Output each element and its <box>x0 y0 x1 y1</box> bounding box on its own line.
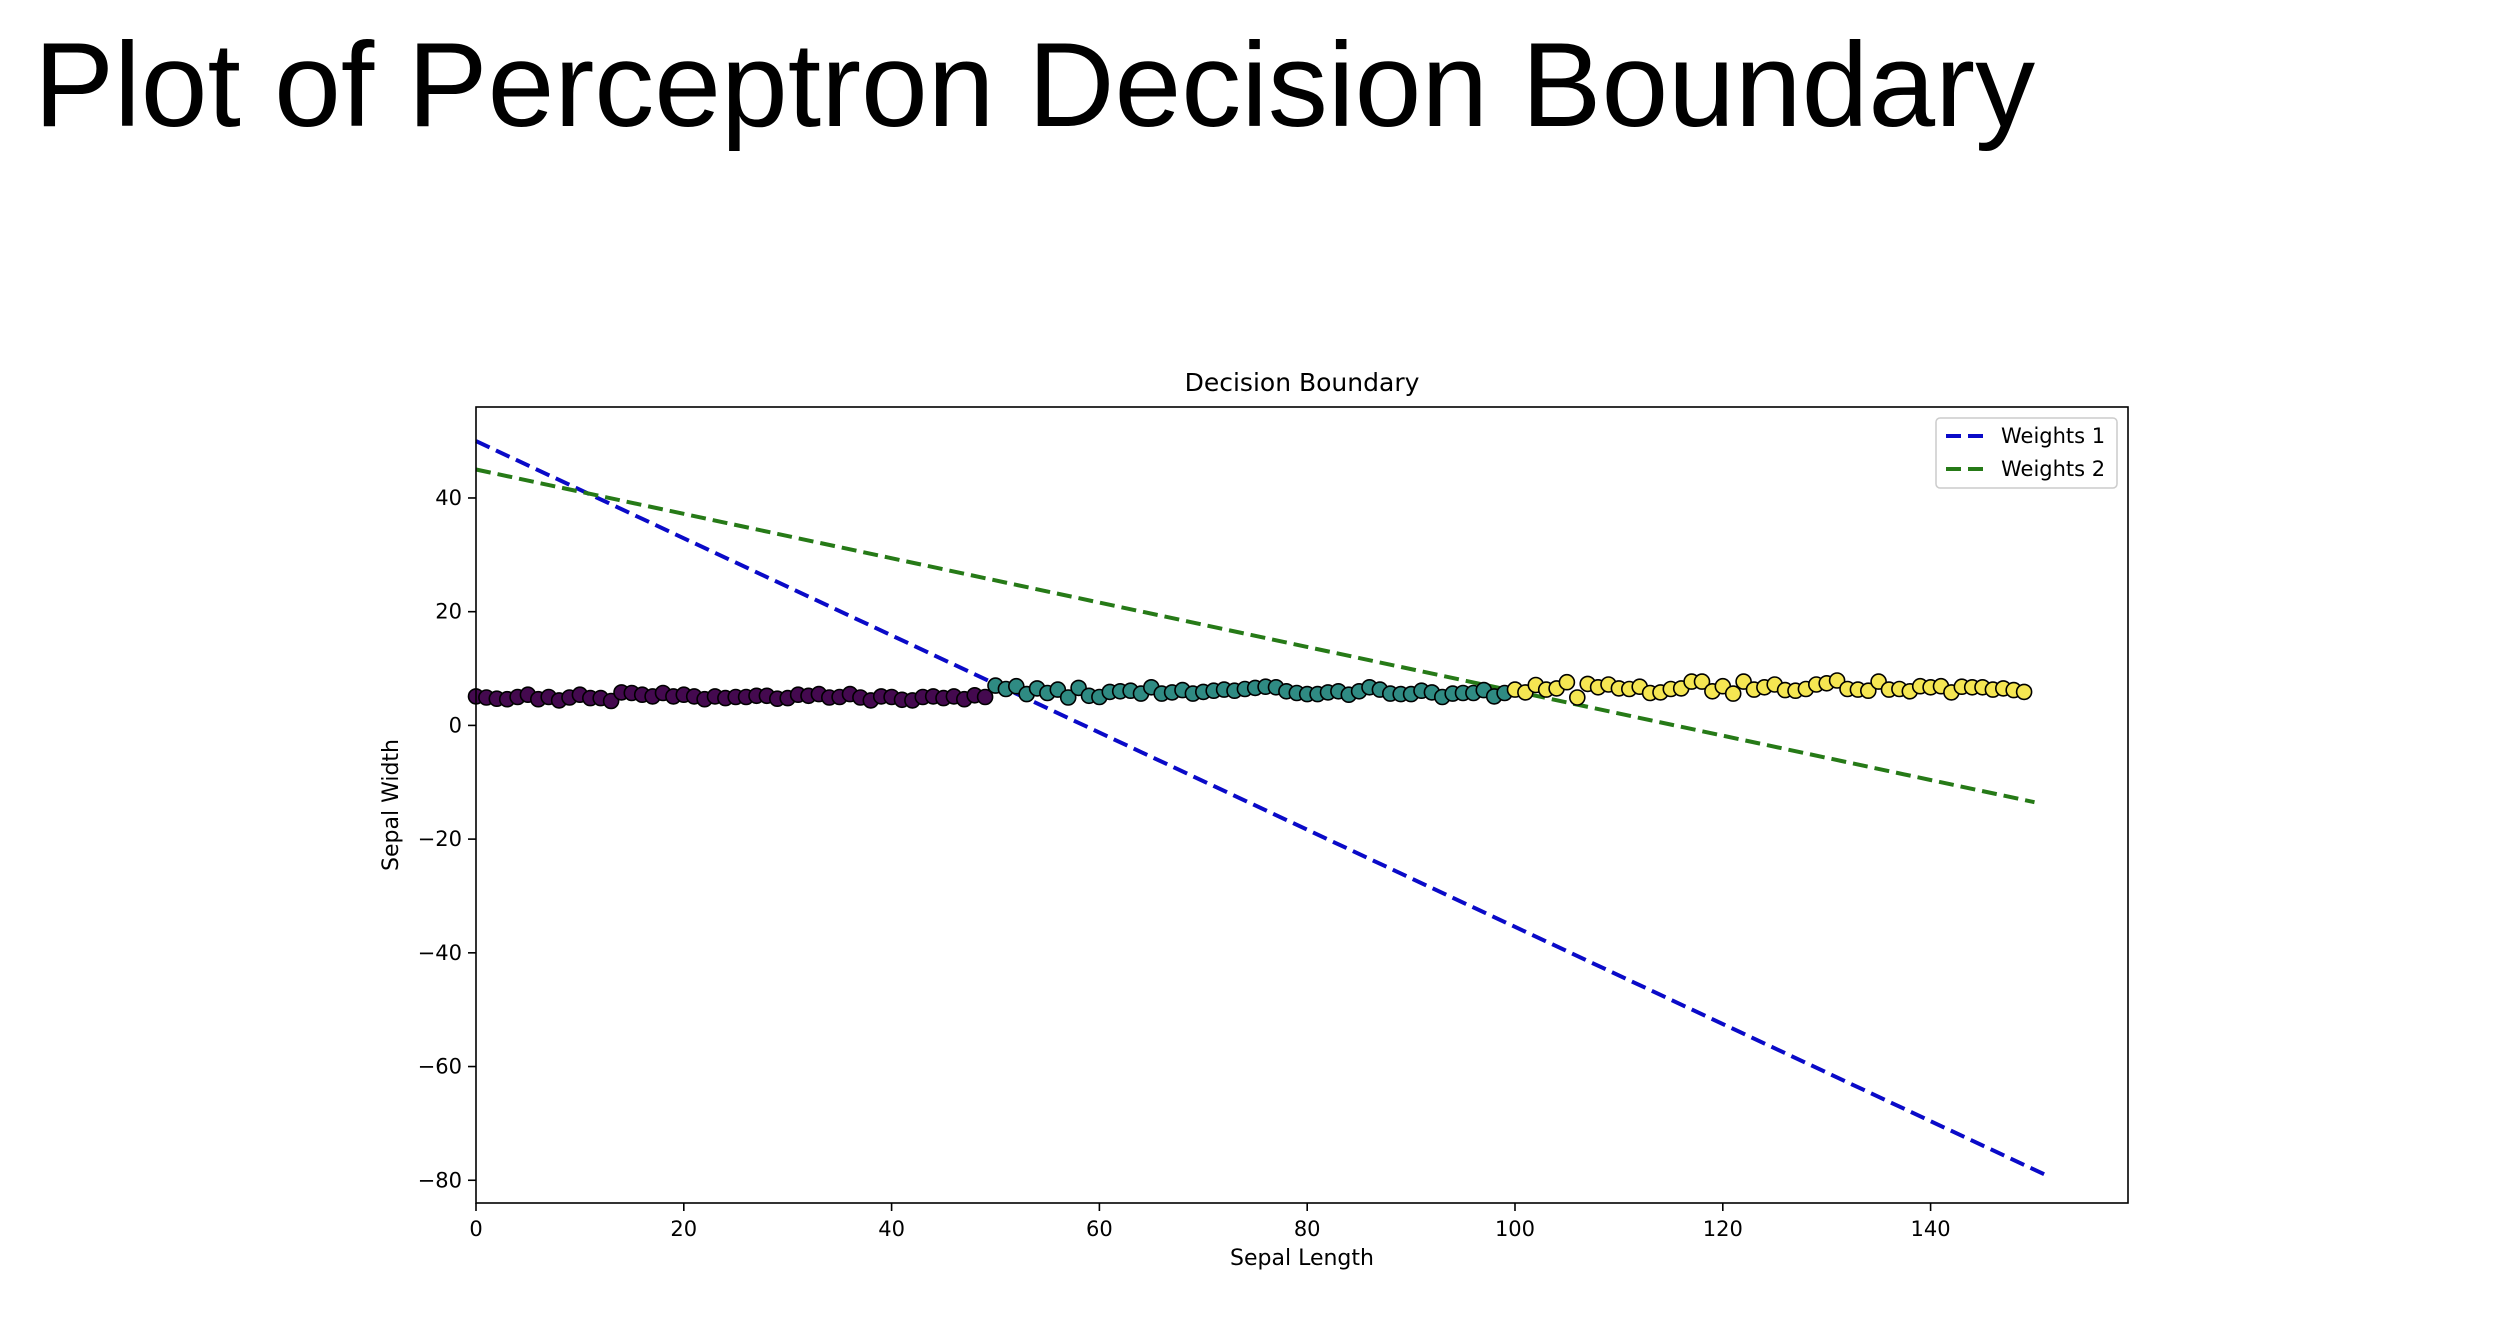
x-tick-label: 20 <box>670 1217 697 1241</box>
data-point <box>1558 673 1576 691</box>
y-tick-label: 40 <box>435 486 462 510</box>
x-tick-label: 0 <box>469 1217 482 1241</box>
y-axis-label: Sepal Width <box>379 739 404 871</box>
x-tick-label: 40 <box>878 1217 905 1241</box>
y-tick-label: −60 <box>418 1055 462 1079</box>
boundary-line-2 <box>475 467 2035 805</box>
boundary-line-1 <box>475 439 2046 1177</box>
x-tick-label: 100 <box>1495 1217 1535 1241</box>
y-tick-label: 0 <box>449 713 462 737</box>
y-tick-label: −40 <box>418 941 462 965</box>
data-point <box>1693 673 1711 690</box>
legend: Weights 1 Weights 2 <box>1935 417 2118 489</box>
y-tick-label: 20 <box>435 600 462 624</box>
x-tick-label: 120 <box>1703 1217 1743 1241</box>
y-tick-label: −20 <box>418 827 462 851</box>
plot-frame <box>475 406 2129 1204</box>
slide-title: Plot of Perceptron Decision Boundary <box>34 18 2036 152</box>
legend-label-1: Weights 1 <box>2001 424 2105 448</box>
lines-layer <box>475 439 2046 1177</box>
plot-area <box>476 407 2128 1203</box>
x-axis-label: Sepal Length <box>1230 1246 1374 1271</box>
legend-label-2: Weights 2 <box>2001 457 2105 481</box>
x-tick-label: 60 <box>1086 1217 1113 1241</box>
x-axis: 0 20 40 60 80 100 120 140 <box>469 1203 1951 1241</box>
data-point <box>1569 689 1586 706</box>
chart-title: Decision Boundary <box>1185 368 1420 397</box>
data-point <box>1860 682 1877 700</box>
x-tick-label: 80 <box>1294 1217 1321 1241</box>
data-point <box>2015 683 2033 701</box>
y-axis: −80 −60 −40 −20 0 20 40 <box>418 486 476 1192</box>
points-layer <box>467 672 2033 710</box>
y-tick-label: −80 <box>418 1168 462 1192</box>
data-point <box>976 688 994 706</box>
data-point <box>1724 685 1742 702</box>
x-tick-label: 140 <box>1911 1217 1951 1241</box>
data-point <box>1059 689 1077 706</box>
